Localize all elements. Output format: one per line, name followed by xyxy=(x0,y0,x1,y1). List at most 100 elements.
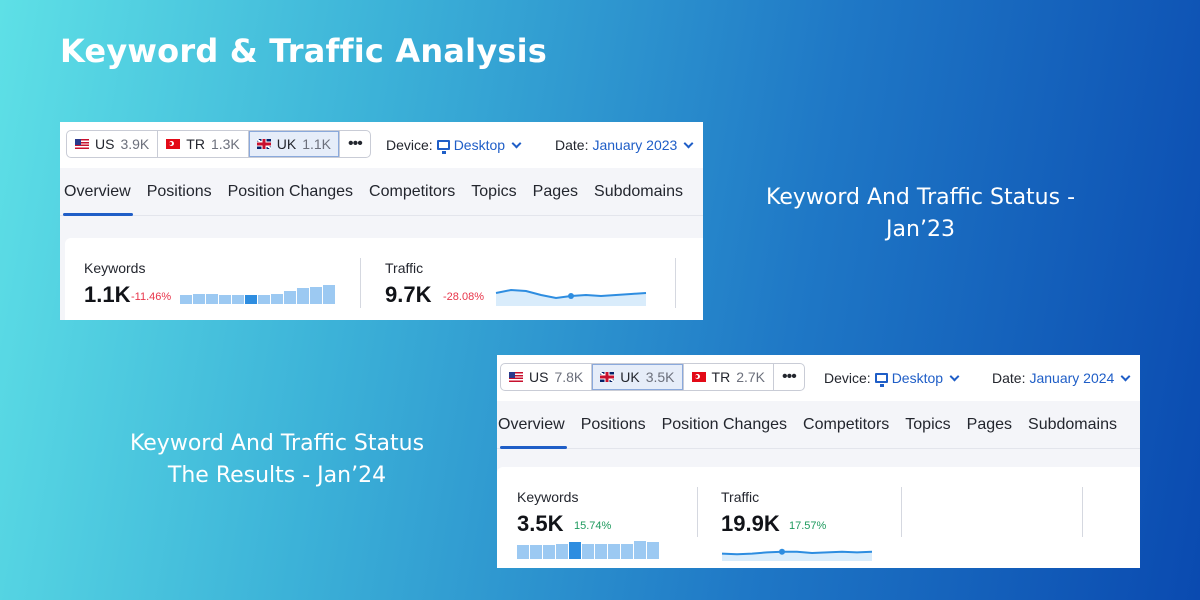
keywords-metric[interactable]: Keywords 3.5K 15.74% xyxy=(517,467,692,568)
tab-subdomains[interactable]: Subdomains xyxy=(1028,415,1117,433)
db-code: UK xyxy=(620,369,640,385)
spark-bar xyxy=(206,294,218,304)
tab-overview[interactable]: Overview xyxy=(60,168,139,216)
caption-line: The Results - Jan’24 xyxy=(167,463,387,488)
spark-bar xyxy=(297,288,309,304)
db-button-tr[interactable]: TR 1.3K xyxy=(158,131,249,157)
db-code: TR xyxy=(711,369,731,385)
report-tabs: Overview Positions Position Changes Comp… xyxy=(60,168,703,216)
traffic-label: Traffic xyxy=(721,489,760,505)
db-button-tr[interactable]: TR 2.7K xyxy=(684,364,775,390)
toolbar: US 7.8K UK 3.5K TR 2.7K ••• Device: Desk… xyxy=(497,355,1140,401)
uk-flag-icon xyxy=(600,372,615,382)
tab-subdomains[interactable]: Subdomains xyxy=(594,182,683,200)
tab-overview[interactable]: Overview xyxy=(497,401,573,449)
page-title: Keyword & Traffic Analysis xyxy=(60,32,548,70)
traffic-label: Traffic xyxy=(385,260,424,276)
db-button-uk[interactable]: UK 1.1K xyxy=(248,131,341,157)
db-button-us[interactable]: US 7.8K xyxy=(501,364,593,390)
tab-position-changes[interactable]: Position Changes xyxy=(227,182,354,200)
device-label: Device: xyxy=(824,370,871,386)
spark-bar xyxy=(323,285,335,304)
spark-bar xyxy=(556,544,568,559)
date-value: January 2024 xyxy=(1029,370,1115,386)
spark-bar xyxy=(232,295,244,304)
tab-competitors[interactable]: Competitors xyxy=(803,415,890,433)
keywords-metric[interactable]: Keywords 1.1K -11.46% xyxy=(84,238,344,320)
tab-positions[interactable]: Positions xyxy=(580,415,646,433)
spark-marker xyxy=(568,293,574,299)
toolbar: US 3.9K TR 1.3K UK 1.1K ••• Device: Desk… xyxy=(60,122,703,168)
db-count: 3.5K xyxy=(645,369,675,385)
keywords-delta: -11.46% xyxy=(131,291,172,303)
metric-divider xyxy=(675,258,676,308)
tab-topics[interactable]: Topics xyxy=(905,415,951,433)
spark-bar xyxy=(219,295,231,304)
spark-bar xyxy=(258,295,270,304)
spark-bar xyxy=(517,545,529,559)
spark-bar xyxy=(634,541,646,559)
more-databases-button[interactable]: ••• xyxy=(782,368,797,385)
desktop-icon xyxy=(874,373,888,387)
tr-flag-icon xyxy=(691,372,706,382)
tab-position-changes[interactable]: Position Changes xyxy=(661,415,788,433)
tab-pages[interactable]: Pages xyxy=(532,182,579,200)
spark-bar xyxy=(245,295,257,304)
db-button-us[interactable]: US 3.9K xyxy=(67,131,159,157)
traffic-value: 9.7K xyxy=(385,282,432,307)
date-selector[interactable]: Date: January 2024 xyxy=(992,370,1132,386)
metric-divider xyxy=(697,487,698,537)
screenshot-jan23: US 3.9K TR 1.3K UK 1.1K ••• Device: Desk… xyxy=(60,122,703,320)
keywords-label: Keywords xyxy=(517,489,579,505)
traffic-sparkline xyxy=(495,288,647,306)
overview-card: Keywords 1.1K -11.46% Traffic 9.7K -28.0… xyxy=(65,238,703,320)
caption-line: Keyword And Traffic Status xyxy=(129,431,425,456)
traffic-sparkline xyxy=(721,548,873,561)
db-code: UK xyxy=(276,136,297,152)
device-selector[interactable]: Device: Desktop xyxy=(386,137,523,154)
db-count: 3.9K xyxy=(120,136,150,152)
more-databases-button[interactable]: ••• xyxy=(348,135,363,152)
database-selector: US 3.9K TR 1.3K UK 1.1K ••• xyxy=(66,130,371,158)
keywords-value: 1.1K xyxy=(84,282,131,307)
tab-competitors[interactable]: Competitors xyxy=(369,182,456,200)
screenshot-jan24: US 7.8K UK 3.5K TR 2.7K ••• Device: Desk… xyxy=(497,355,1140,568)
spark-bar xyxy=(647,542,659,559)
device-value: Desktop xyxy=(453,137,506,153)
keywords-sparkline xyxy=(180,284,335,304)
report-tabs: Overview Positions Position Changes Comp… xyxy=(497,401,1140,449)
overview-card: Keywords 3.5K 15.74% Traffic 19.9K 17.57… xyxy=(497,467,1140,568)
keywords-delta: 15.74% xyxy=(574,520,612,532)
spark-bar xyxy=(180,295,192,304)
db-button-uk[interactable]: UK 3.5K xyxy=(592,364,684,390)
spark-bar xyxy=(582,544,594,559)
device-label: Device: xyxy=(386,137,433,153)
date-label: Date: xyxy=(992,370,1026,386)
db-code: TR xyxy=(186,136,205,152)
db-count: 7.8K xyxy=(554,369,584,385)
traffic-metric[interactable]: Traffic 19.9K 17.57% xyxy=(721,467,891,568)
keywords-sparkline xyxy=(517,541,659,559)
db-count: 1.1K xyxy=(302,136,332,152)
date-value: January 2023 xyxy=(592,137,678,153)
device-value: Desktop xyxy=(891,370,944,386)
tab-positions[interactable]: Positions xyxy=(146,182,212,200)
caption-jan24: Keyword And Traffic Status The Results -… xyxy=(92,428,462,492)
spark-bar xyxy=(595,544,607,559)
uk-flag-icon xyxy=(256,139,271,149)
spark-bar xyxy=(608,544,620,559)
spark-line xyxy=(721,550,873,556)
spark-bar xyxy=(193,294,205,304)
date-label: Date: xyxy=(555,137,589,153)
traffic-metric[interactable]: Traffic 9.7K -28.08% xyxy=(385,238,655,320)
device-selector[interactable]: Device: Desktop xyxy=(824,370,961,387)
tab-pages[interactable]: Pages xyxy=(966,415,1013,433)
traffic-delta: 17.57% xyxy=(789,520,827,532)
date-selector[interactable]: Date: January 2023 xyxy=(555,137,695,153)
metric-divider xyxy=(1082,487,1083,537)
chevron-down-icon xyxy=(949,371,960,381)
us-flag-icon xyxy=(75,139,89,149)
tab-topics[interactable]: Topics xyxy=(471,182,517,200)
traffic-delta: -28.08% xyxy=(443,291,484,303)
spark-bar xyxy=(543,545,555,559)
